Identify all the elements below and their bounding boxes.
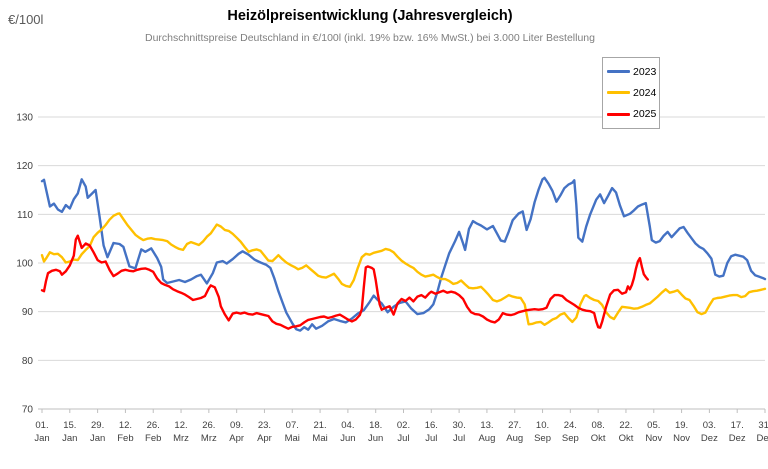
- x-tick-label-month: Sep: [534, 433, 551, 444]
- x-tick-label-month: Apr: [257, 433, 272, 444]
- x-tick-label-month: Dez: [701, 433, 718, 444]
- x-tick-label-month: Nov: [673, 433, 690, 444]
- y-tick-label-110: 110: [17, 210, 33, 221]
- legend-item-2025: 2025: [607, 108, 659, 120]
- y-axis-unit-label: €/100l: [8, 12, 44, 27]
- y-tick-label-70: 70: [22, 405, 34, 416]
- x-tick-label-month: Jul: [425, 433, 437, 444]
- x-tick-label-month: Jan: [34, 433, 49, 444]
- x-tick-label-month: Mrz: [201, 433, 217, 444]
- y-tick-label-80: 80: [22, 356, 34, 367]
- x-tick-label-month: Jun: [368, 433, 383, 444]
- x-tick-label-month: Dez: [729, 433, 746, 444]
- x-tick-label-day: 04.: [341, 420, 354, 431]
- x-tick-label-month: Aug: [478, 433, 495, 444]
- x-tick-label-day: 09.: [230, 420, 243, 431]
- chart-subtitle: Durchschnittspreise Deutschland in €/100…: [145, 32, 595, 44]
- x-tick-label-month: Okt: [619, 433, 634, 444]
- x-tick-label-month: Jan: [90, 433, 105, 444]
- x-tick-label-day: 24.: [564, 420, 577, 431]
- legend-label-2024: 2024: [633, 86, 657, 99]
- y-tick-label-130: 130: [16, 113, 33, 124]
- x-tick-label-day: 17.: [731, 420, 744, 431]
- x-tick-label-month: Aug: [506, 433, 523, 444]
- y-tick-label-120: 120: [16, 161, 33, 172]
- x-tick-label-month: Jun: [340, 433, 355, 444]
- x-tick-label-day: 12.: [174, 420, 187, 431]
- legend-label-2025: 2025: [633, 108, 657, 121]
- legend-swatch-2024: [607, 91, 630, 95]
- x-tick-label-month: Feb: [145, 433, 161, 444]
- x-tick-label-day: 26.: [202, 420, 215, 431]
- x-tick-label-day: 31.: [758, 420, 768, 431]
- x-tick-label-day: 19.: [675, 420, 688, 431]
- x-tick-label-month: Nov: [645, 433, 662, 444]
- legend-item-2024: 2024: [607, 87, 659, 99]
- x-tick-label-day: 27.: [508, 420, 521, 431]
- x-tick-label-month: Dez: [757, 433, 768, 444]
- x-tick-label-day: 01.: [35, 420, 48, 431]
- x-tick-label-day: 15.: [63, 420, 76, 431]
- y-tick-label-90: 90: [22, 307, 34, 318]
- legend-swatch-2025: [607, 112, 630, 116]
- x-tick-label-day: 18.: [369, 420, 382, 431]
- x-tick-label-day: 21.: [313, 420, 326, 431]
- legend-label-2023: 2023: [633, 65, 657, 78]
- x-tick-label-day: 30.: [453, 420, 466, 431]
- x-tick-label-month: Mai: [285, 433, 300, 444]
- x-tick-label-day: 16.: [425, 420, 438, 431]
- x-tick-label-day: 07.: [286, 420, 299, 431]
- series-line-2023: [40, 176, 767, 332]
- x-tick-label-month: Mai: [312, 433, 327, 444]
- x-tick-label-day: 29.: [91, 420, 104, 431]
- x-tick-label-month: Jan: [62, 433, 77, 444]
- x-tick-label-day: 22.: [619, 420, 632, 431]
- chart-title: Heizölpreisentwicklung (Jahresvergleich): [227, 8, 513, 24]
- series-line-2024: [40, 212, 767, 326]
- x-tick-label-month: Jul: [397, 433, 409, 444]
- x-tick-label-day: 02.: [397, 420, 410, 431]
- x-tick-label-month: Okt: [591, 433, 606, 444]
- chart-legend: 2023 2024 2025: [602, 57, 660, 129]
- legend-swatch-2023: [607, 70, 630, 74]
- x-tick-label-month: Feb: [117, 433, 133, 444]
- x-tick-label-month: Jul: [453, 433, 465, 444]
- x-tick-label-day: 10.: [536, 420, 549, 431]
- x-tick-label-day: 26.: [147, 420, 160, 431]
- y-tick-label-100: 100: [16, 259, 33, 270]
- x-tick-label-day: 13.: [480, 420, 493, 431]
- x-tick-label-day: 05.: [647, 420, 660, 431]
- x-tick-label-day: 03.: [703, 420, 716, 431]
- x-tick-label-month: Apr: [229, 433, 244, 444]
- legend-item-2023: 2023: [607, 66, 659, 78]
- x-tick-label-month: Sep: [562, 433, 579, 444]
- x-tick-label-day: 23.: [258, 420, 271, 431]
- x-tick-label-day: 12.: [119, 420, 132, 431]
- x-tick-label-day: 08.: [592, 420, 605, 431]
- series-line-2025: [40, 234, 649, 330]
- x-tick-label-month: Mrz: [173, 433, 189, 444]
